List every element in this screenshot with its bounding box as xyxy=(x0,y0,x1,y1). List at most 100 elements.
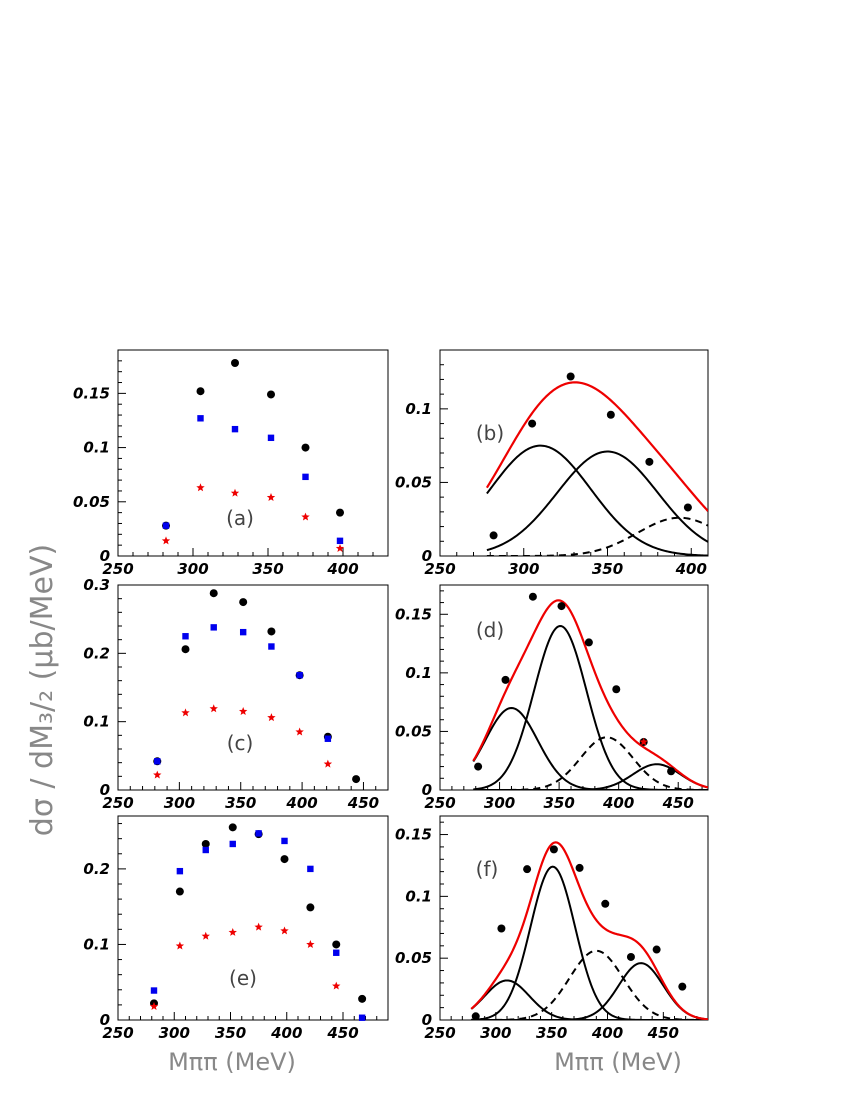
point-data xyxy=(606,410,615,419)
panel-b: 250 300 350 400 0 0.05 0.1 (b) xyxy=(395,349,709,578)
point-red xyxy=(209,704,218,713)
point-blue xyxy=(210,624,217,631)
point-red xyxy=(323,759,333,768)
x-tick-label: 400 xyxy=(326,560,358,578)
x-tick-label: 350 xyxy=(252,560,283,578)
curve-gauss-1 xyxy=(486,444,708,556)
panel-a: 250 300 350 400 0 0.05 0.1 0.15 (a) xyxy=(73,349,389,578)
point-black xyxy=(239,598,248,607)
x-tick-label: 300 xyxy=(159,1024,190,1042)
panel-label-e: (e) xyxy=(229,966,257,990)
x-tick-label: 300 xyxy=(484,794,515,812)
point-red xyxy=(196,483,205,492)
point-data xyxy=(601,899,610,908)
point-red xyxy=(201,931,210,940)
point-red xyxy=(230,488,240,497)
point-black xyxy=(332,940,341,949)
x-tick-label: 350 xyxy=(536,1024,567,1042)
point-data xyxy=(471,1012,480,1021)
point-black xyxy=(228,823,237,832)
x-tick-label: 350 xyxy=(543,794,574,812)
point-black xyxy=(280,855,289,864)
point-black xyxy=(358,994,367,1003)
point-data xyxy=(678,982,687,991)
point-data xyxy=(683,503,692,512)
x-axis-title-right: Mππ (MeV) xyxy=(554,1048,682,1076)
panel-f: 250 300 350 400 450 0 0.05 0.1 0.15 (f) xyxy=(395,815,709,1042)
x-tick-label: 400 xyxy=(285,794,317,812)
point-data xyxy=(501,675,510,684)
x-tick-label: 450 xyxy=(662,794,694,812)
y-tick-label: 0 xyxy=(422,781,432,799)
point-blue xyxy=(231,425,239,433)
point-data xyxy=(489,531,498,540)
y-tick-label: 0.1 xyxy=(83,713,110,731)
point-black xyxy=(267,390,275,399)
curve-gauss-4 xyxy=(473,763,708,790)
point-red xyxy=(301,512,310,521)
x-tick-label: 450 xyxy=(326,1024,358,1042)
point-blue xyxy=(302,473,309,481)
point-data xyxy=(652,945,661,954)
point-red xyxy=(153,770,162,779)
point-red xyxy=(280,926,289,935)
y-tick-label: 0.15 xyxy=(395,826,432,844)
point-red xyxy=(306,940,315,948)
curve-gauss-3 xyxy=(486,516,708,556)
panels: 250 300 350 400 0 0.05 0.1 0.15 (a) 250 300 350 400 0… xyxy=(73,349,709,1042)
point-blue xyxy=(229,840,236,848)
curve-gauss-4 xyxy=(471,962,708,1020)
point-data xyxy=(584,638,593,647)
curve-total xyxy=(470,841,708,1020)
curve-total xyxy=(485,381,708,512)
x-tick-label: 250 xyxy=(102,1024,133,1042)
point-red-point xyxy=(639,737,648,746)
y-tick-label: 0 xyxy=(422,1011,432,1029)
x-tick-label: 350 xyxy=(215,1024,246,1042)
point-data xyxy=(549,845,558,854)
point-black xyxy=(231,359,239,368)
plot-frame xyxy=(439,349,709,557)
point-blue xyxy=(150,987,158,994)
point-data xyxy=(667,767,676,776)
y-tick-label: 0.1 xyxy=(83,439,110,457)
point-red xyxy=(266,493,276,502)
panel-e: 250 300 350 400 450 0 0.1 0.2 (e) xyxy=(83,815,389,1042)
point-blue xyxy=(239,628,247,636)
x-tick-label: 250 xyxy=(424,794,455,812)
point-blue xyxy=(358,1014,366,1021)
x-tick-label: 250 xyxy=(424,1024,455,1042)
x-tick-label: 400 xyxy=(675,560,707,578)
point-data xyxy=(557,602,566,611)
point-blue xyxy=(324,735,332,742)
curve-gauss-2 xyxy=(473,625,708,790)
curve-gauss-2 xyxy=(486,450,708,552)
y-tick-label: 0.15 xyxy=(395,605,432,623)
point-blue xyxy=(202,846,209,854)
y-tick-label: 0.05 xyxy=(395,473,432,491)
point-black xyxy=(181,645,190,654)
panel-label-a: (a) xyxy=(226,506,254,530)
x-tick-label: 450 xyxy=(347,794,379,812)
point-data xyxy=(645,457,654,466)
y-tick-label: 0.05 xyxy=(395,949,432,967)
y-tick-label: 0.1 xyxy=(405,400,432,418)
point-red xyxy=(181,708,190,717)
x-tick-label: 250 xyxy=(102,560,133,578)
point-data xyxy=(566,372,575,381)
point-black xyxy=(301,443,310,452)
point-blue xyxy=(336,537,344,545)
x-tick-label: 300 xyxy=(164,794,195,812)
point-red xyxy=(228,927,237,936)
point-blue xyxy=(162,522,170,529)
point-black xyxy=(209,589,218,598)
x-tick-label: 400 xyxy=(602,794,634,812)
point-data xyxy=(528,592,537,601)
point-blue xyxy=(154,758,161,765)
point-red xyxy=(267,713,276,722)
point-data xyxy=(626,952,635,961)
x-tick-label: 300 xyxy=(177,560,208,578)
y-tick-label: 0.1 xyxy=(405,887,432,905)
y-tick-label: 0.05 xyxy=(73,493,110,511)
point-blue xyxy=(182,633,189,640)
